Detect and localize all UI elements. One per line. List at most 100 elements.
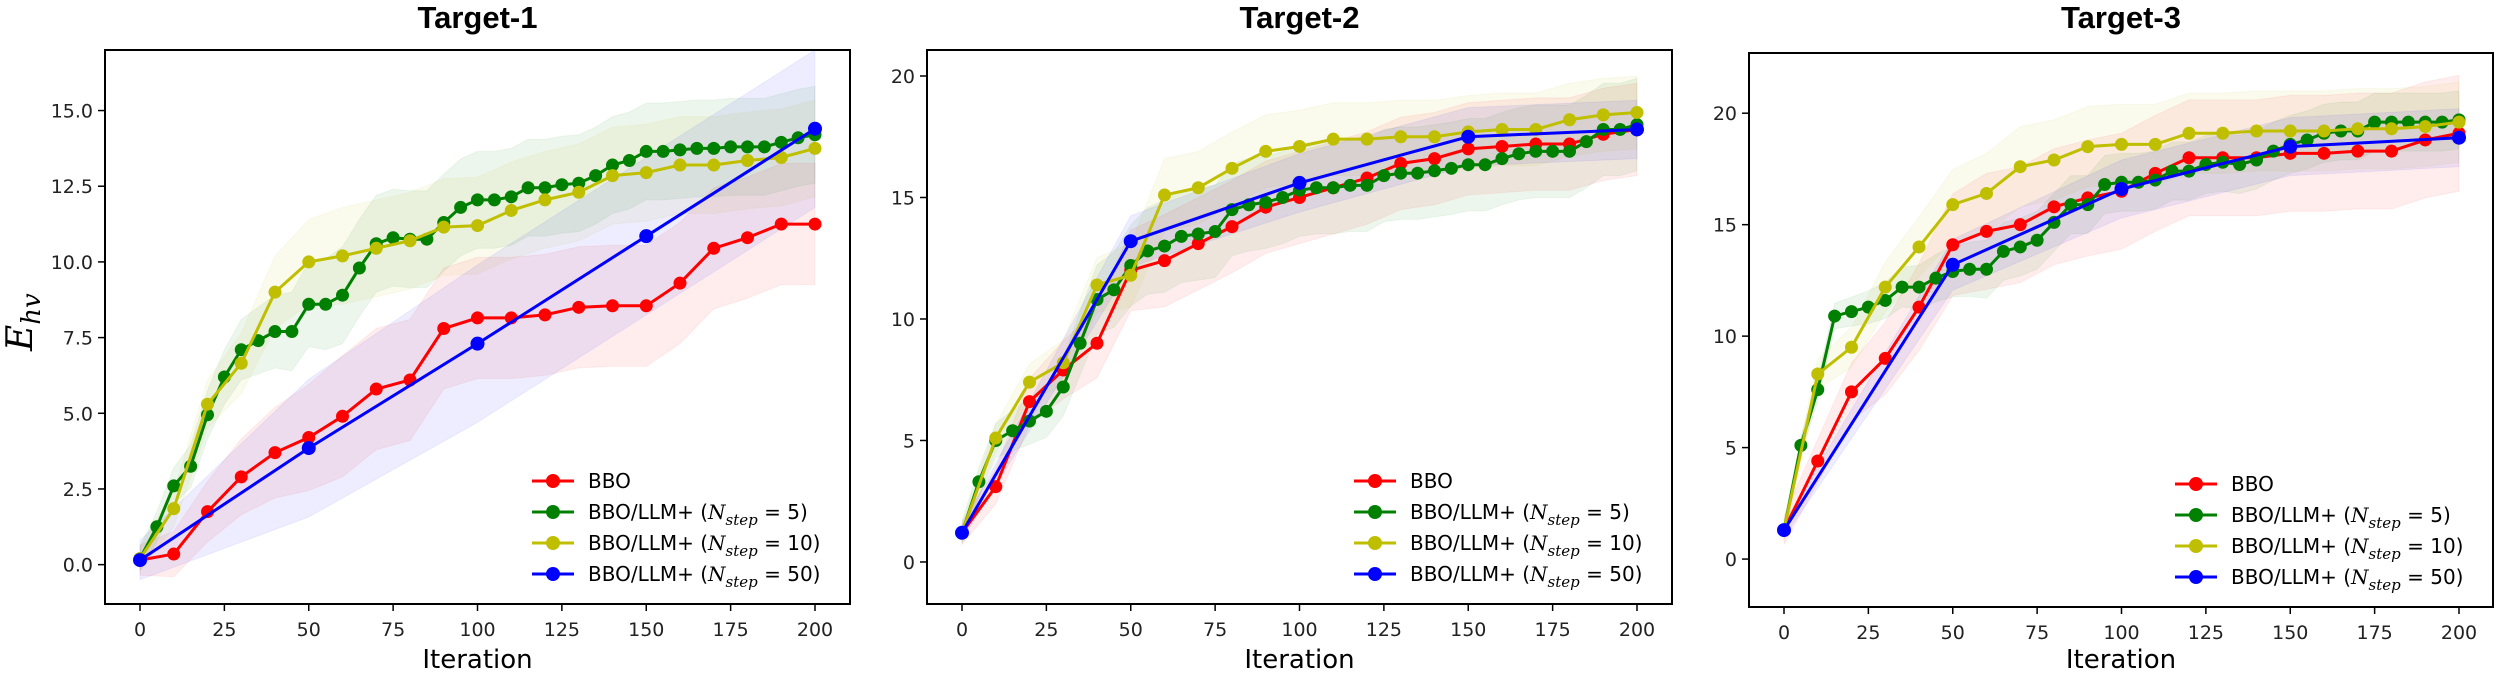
data-point <box>504 190 518 204</box>
data-point <box>538 181 552 195</box>
data-point <box>1878 280 1892 294</box>
data-point <box>1174 229 1188 243</box>
data-point <box>1630 105 1644 119</box>
legend-item: BBO/LLM+ (Nstep = 50) <box>1354 562 1642 591</box>
data-point <box>1343 178 1357 192</box>
legend-item: BBO/LLM+ (Nstep = 10) <box>532 531 820 560</box>
data-point <box>1360 178 1374 192</box>
data-point <box>1411 166 1425 180</box>
legend-marker <box>2189 508 2203 522</box>
data-point <box>167 547 181 561</box>
legend-label: BBO/LLM+ (Nstep = 50) <box>1410 562 1642 591</box>
chart-title: Target-2 <box>1239 0 1359 35</box>
data-point <box>1056 380 1070 394</box>
data-point <box>1326 181 1340 195</box>
legend-label: BBO <box>2231 472 2274 496</box>
data-point <box>2300 133 2314 147</box>
y-tick-label: 0.0 <box>63 555 93 577</box>
legend-item: BBO/LLM+ (Nstep = 50) <box>532 562 820 591</box>
data-point <box>1006 424 1020 438</box>
data-point <box>1878 351 1892 365</box>
data-point <box>606 169 619 183</box>
data-point <box>1141 244 1155 258</box>
x-tick-label: 25 <box>1856 622 1880 644</box>
data-point <box>741 231 754 245</box>
data-point <box>302 297 316 311</box>
data-point <box>1512 147 1526 161</box>
data-point <box>1929 271 1943 285</box>
legend-label: BBO <box>588 469 631 493</box>
data-point <box>724 140 738 154</box>
legend-item: BBO/LLM+ (Nstep = 5) <box>532 500 808 529</box>
data-point <box>386 231 400 245</box>
data-point <box>2182 126 2196 140</box>
data-point <box>572 300 586 314</box>
data-point <box>1158 188 1171 202</box>
data-point <box>589 169 603 183</box>
data-point <box>1946 238 1960 252</box>
data-point <box>606 158 619 172</box>
data-point <box>2368 115 2382 129</box>
legend-label: BBO/LLM+ (Nstep = 10) <box>2231 534 2463 563</box>
legend-item: BBO <box>2175 472 2274 496</box>
legend-label: BBO/LLM+ (Nstep = 5) <box>2231 503 2451 532</box>
legend-marker <box>1368 536 1382 550</box>
data-point <box>234 356 248 370</box>
data-point <box>2317 146 2331 160</box>
data-point <box>757 140 771 154</box>
data-point <box>1428 130 1441 144</box>
data-point <box>639 166 653 180</box>
x-tick-label: 100 <box>459 619 495 641</box>
data-point <box>336 409 349 423</box>
data-point <box>808 141 822 155</box>
data-point <box>1996 244 2010 258</box>
data-point <box>656 144 670 158</box>
x-tick-label: 50 <box>1119 619 1143 641</box>
y-tick-label: 20 <box>891 66 915 88</box>
data-point <box>639 229 654 244</box>
data-point <box>673 276 687 290</box>
data-point <box>504 203 518 217</box>
legend-label: BBO <box>1410 469 1453 493</box>
data-point <box>1980 262 1993 276</box>
data-point <box>741 140 754 154</box>
legend-label: BBO/LLM+ (Nstep = 50) <box>588 562 820 591</box>
data-point <box>403 234 417 248</box>
data-point <box>1039 404 1053 418</box>
data-point <box>133 553 147 568</box>
x-tick-label: 200 <box>1619 619 1655 641</box>
data-point <box>302 430 316 444</box>
data-point <box>437 322 451 336</box>
data-point <box>2317 124 2331 138</box>
data-point <box>2250 124 2263 138</box>
data-point <box>487 193 501 207</box>
data-point <box>1946 198 1960 212</box>
data-point <box>538 308 552 322</box>
data-point <box>1546 144 1560 158</box>
legend-item: BBO/LLM+ (Nstep = 50) <box>2175 565 2463 594</box>
panel-3: Target-3 0 25 50 75 100 125 150 175 200 0 5 10 15 20 It… <box>1713 0 2494 675</box>
data-point <box>808 121 822 136</box>
y-tick-label: 5.0 <box>63 403 93 425</box>
data-point <box>2351 144 2365 158</box>
data-point <box>1225 161 1239 175</box>
data-point <box>1495 139 1509 153</box>
data-point <box>167 479 181 493</box>
data-point <box>2216 126 2230 140</box>
band-0 <box>961 82 1638 546</box>
data-point <box>989 431 1003 445</box>
data-point <box>1845 305 1858 319</box>
data-point <box>1023 395 1036 409</box>
band-2 <box>139 99 816 573</box>
data-point <box>2013 240 2027 254</box>
data-point <box>201 397 214 411</box>
data-point <box>1444 161 1458 175</box>
legend-marker <box>546 567 560 581</box>
legend-marker <box>546 505 560 519</box>
data-point <box>1777 523 1791 538</box>
legend-marker <box>2189 570 2203 584</box>
data-point <box>369 241 383 255</box>
data-point <box>1124 268 1138 282</box>
legend-marker <box>1368 474 1382 488</box>
